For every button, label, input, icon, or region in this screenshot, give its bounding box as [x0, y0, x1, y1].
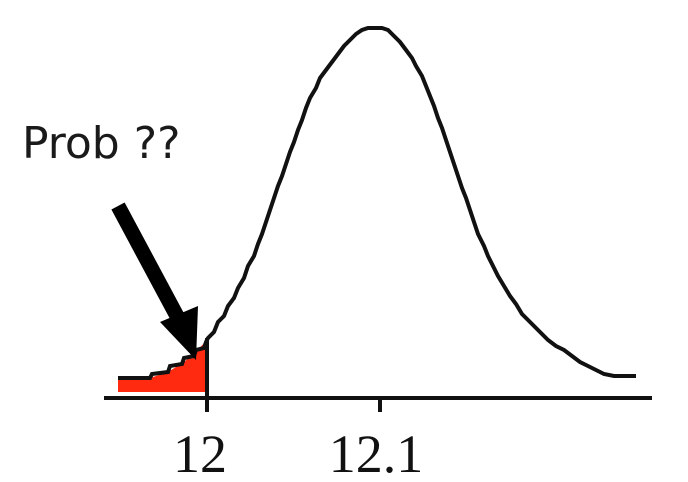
- bell-curve: [118, 26, 636, 380]
- tick-label-12-1: 12.1: [329, 424, 424, 482]
- pointer-arrow: [111, 202, 198, 360]
- probability-annotation: Prob ??: [22, 118, 180, 169]
- tick-label-12: 12: [173, 424, 227, 482]
